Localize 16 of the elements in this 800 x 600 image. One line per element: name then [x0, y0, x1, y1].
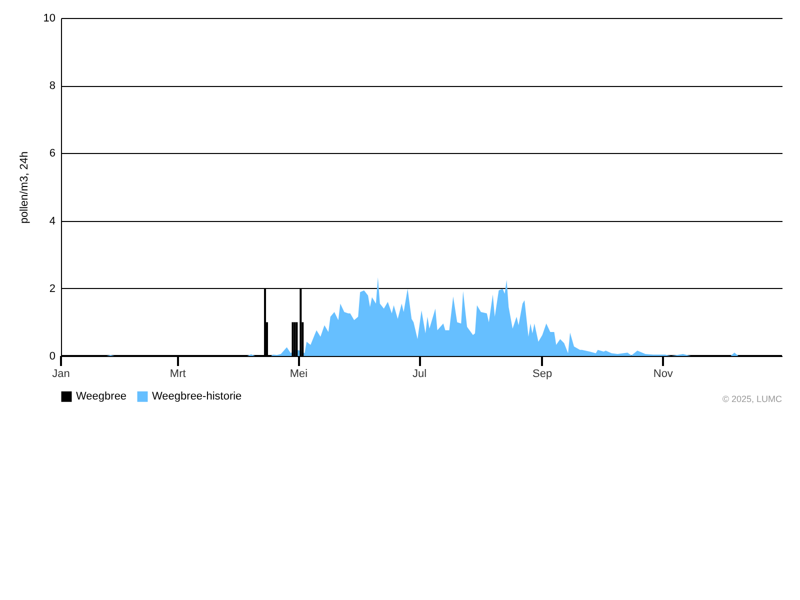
x-tick-label: Nov — [653, 368, 674, 380]
y-tick-label: 4 — [49, 215, 56, 228]
legend-label: Weegbree-historie — [152, 390, 242, 403]
y-tick-label: 10 — [43, 12, 56, 24]
x-tick-label: Jul — [412, 368, 427, 380]
y-axis-title: pollen/m3, 24h — [18, 151, 30, 224]
y-tick-label: 2 — [49, 282, 56, 295]
x-tick-label: Sep — [532, 368, 552, 380]
y-tick-label: 6 — [49, 148, 56, 160]
x-tick-label: Mrt — [170, 368, 186, 380]
x-tick-label: Jan — [52, 368, 70, 380]
y-tick-label: 0 — [49, 350, 56, 362]
legend-label: Weegbree — [76, 390, 127, 403]
x-tick-label: Mei — [290, 368, 308, 380]
text: © 2025, LUMC — [722, 394, 782, 404]
y-tick-label: 8 — [49, 80, 56, 92]
